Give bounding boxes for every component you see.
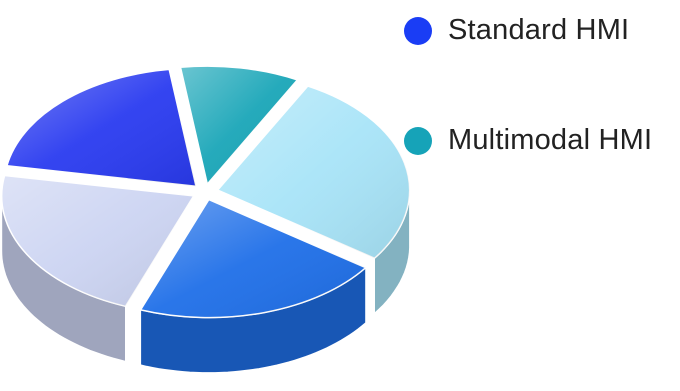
pie-slice-sheen-2 <box>217 86 410 259</box>
pie-slice-sheen-4 <box>1 175 194 307</box>
legend-label-multimodal-hmi: Multimodal HMI <box>448 124 653 156</box>
legend-swatch-standard-hmi <box>404 16 432 45</box>
legend-item-multimodal-hmi: Multimodal HMI <box>404 124 652 157</box>
pie-slice-sheen-1 <box>180 66 298 185</box>
legend-label-standard-hmi: Standard HMI <box>448 14 630 46</box>
legend-swatch-multimodal-hmi <box>404 126 432 155</box>
pie-tops <box>0 65 411 319</box>
legend-item-standard-hmi: Standard HMI <box>404 14 629 47</box>
pie-slice-sheen-5 <box>6 69 197 187</box>
pie-chart <box>0 65 411 374</box>
pie-slice-sheen-3 <box>140 199 366 318</box>
